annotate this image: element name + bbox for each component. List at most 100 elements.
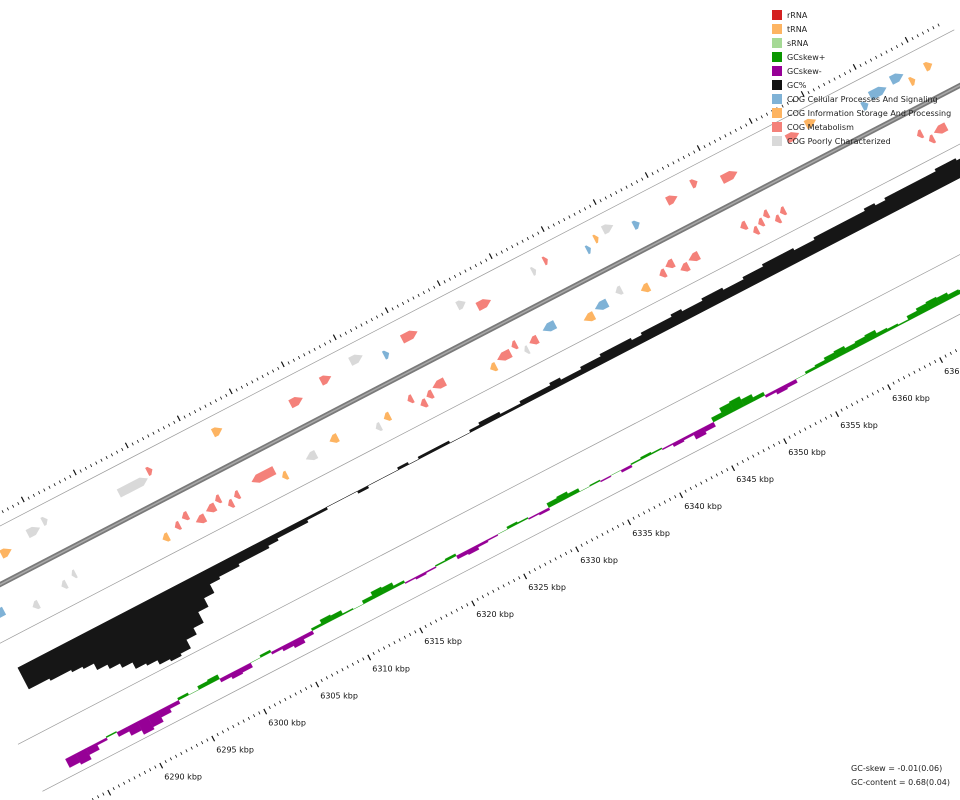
gene-arrow: [594, 298, 610, 310]
gc-skew-positive-bin: [804, 366, 817, 375]
legend-swatch: [772, 24, 782, 34]
inner-tick: [798, 430, 802, 434]
gene-arrow: [719, 171, 738, 184]
inner-tick: [715, 473, 718, 477]
guide-line: [17, 254, 960, 745]
inner-tick: [746, 457, 750, 461]
legend-swatch: [772, 66, 782, 76]
outer-tick: [339, 334, 342, 338]
outer-tick: [69, 474, 72, 478]
gc-skew-negative-bin: [219, 673, 232, 683]
inner-tick: [429, 622, 432, 626]
outer-tick: [901, 42, 904, 46]
gene-arrow: [511, 340, 519, 350]
inner-tick: [351, 662, 354, 666]
gene-arrow: [640, 282, 652, 293]
inner-tick: [341, 668, 344, 672]
inner-tick: [892, 381, 895, 385]
guide-line: [0, 143, 960, 644]
outer-tick: [168, 423, 171, 427]
inner-tick: [133, 776, 136, 780]
gc-skew-negative-bin: [661, 443, 674, 451]
gene-arrow: [61, 579, 69, 589]
outer-tick: [604, 196, 607, 200]
outer-tick: [365, 320, 368, 324]
outer-tick: [644, 172, 649, 178]
gene-arrow: [195, 513, 208, 524]
inner-tick: [346, 665, 349, 669]
outer-tick: [630, 182, 633, 187]
gc-skew-positive-bin: [250, 657, 261, 663]
inner-tick: [918, 368, 921, 372]
inner-tick: [471, 600, 476, 607]
inner-tick: [419, 627, 424, 634]
outer-tick: [95, 461, 98, 465]
inner-tick: [138, 773, 141, 777]
gene-arrow: [659, 268, 668, 278]
inner-tick: [299, 689, 302, 693]
gc-skew-negative-bin: [600, 475, 612, 483]
gc-skew-negative-bin: [425, 566, 437, 574]
outer-tick: [485, 258, 488, 262]
gene-arrow: [529, 267, 537, 276]
outer-tick: [370, 318, 373, 322]
outer-tick: [651, 172, 654, 176]
legend-item: sRNA: [772, 36, 951, 50]
gc-skew-negative-bin: [692, 427, 707, 440]
outer-tick: [823, 82, 826, 86]
outer-tick: [401, 301, 405, 305]
outer-tick: [407, 299, 410, 303]
outer-tick: [852, 63, 857, 70]
inner-tick: [689, 487, 692, 491]
gene-arrow: [251, 466, 277, 483]
outer-tick: [246, 383, 249, 387]
inner-tick: [107, 789, 112, 796]
gc-skew-negative-bin: [466, 544, 480, 555]
gene-arrow: [615, 285, 624, 295]
kbp-label: 6300 kbp: [268, 718, 306, 727]
inner-tick: [258, 711, 261, 715]
gene-arrow: [432, 377, 447, 389]
inner-tick: [559, 554, 562, 558]
legend: rRNA tRNA sRNA GCskew+ GCskew- GC% COG Cellula…: [772, 8, 951, 148]
inner-tick: [445, 614, 448, 618]
outer-tick: [448, 277, 451, 281]
gc-skew-positive-bin: [206, 674, 220, 685]
inner-tick: [398, 638, 401, 642]
outer-tick: [635, 180, 639, 184]
gc-skew-positive-bin: [546, 497, 560, 508]
outer-tick: [308, 350, 311, 354]
gene-arrow: [631, 220, 640, 230]
gc-skew-negative-bin: [270, 646, 283, 655]
inner-tick: [700, 481, 703, 485]
outer-tick: [791, 99, 795, 103]
legend-item: COG Metabolism: [772, 120, 951, 134]
gc-skew-negative-bin: [75, 748, 92, 765]
legend-swatch: [772, 52, 782, 62]
inner-tick: [440, 616, 443, 620]
outer-tick: [199, 407, 202, 411]
outer-tick: [157, 429, 160, 433]
inner-tick: [840, 408, 843, 412]
inner-tick: [819, 419, 822, 423]
inner-tick: [684, 489, 687, 493]
gene-arrow: [860, 101, 869, 111]
inner-tick: [320, 678, 323, 683]
outer-tick: [90, 464, 93, 468]
inner-tick: [580, 543, 583, 547]
outer-tick: [176, 415, 181, 422]
kbp-label: 6345 kbp: [736, 475, 774, 484]
inner-tick: [632, 516, 635, 520]
inner-tick: [731, 465, 736, 472]
gc-skew-positive-bin: [319, 614, 334, 626]
inner-tick: [643, 511, 646, 515]
outer-tick: [79, 469, 82, 473]
gc-skew-positive-bin: [651, 447, 663, 455]
outer-tick: [303, 353, 306, 357]
outer-tick: [43, 488, 46, 492]
inner-tick: [601, 532, 604, 537]
inner-tick: [793, 432, 796, 436]
outer-tick: [849, 69, 852, 73]
kbp-label: 6320 kbp: [476, 610, 514, 619]
inner-tick: [570, 549, 573, 553]
